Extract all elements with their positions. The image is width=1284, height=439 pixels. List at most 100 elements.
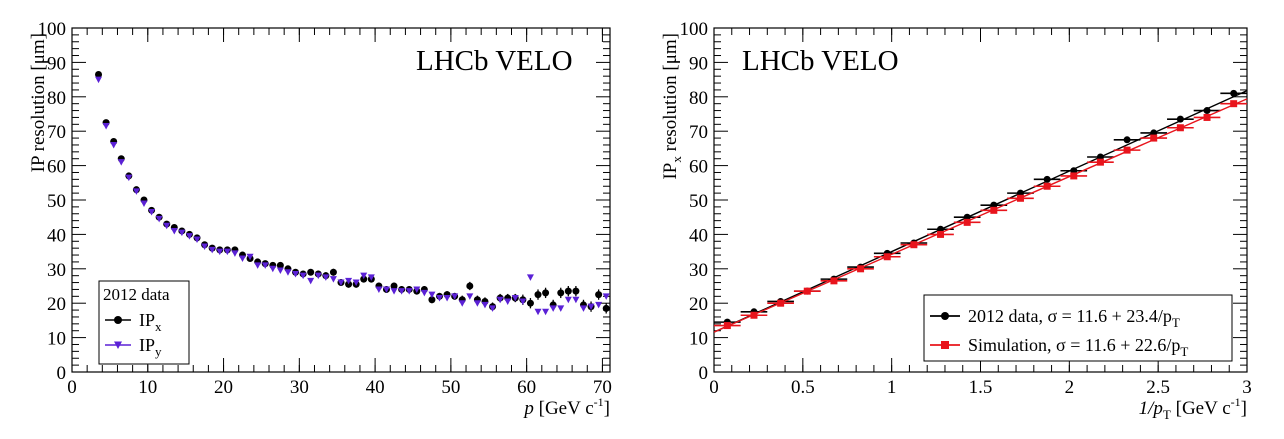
y-tick-label: 10 bbox=[47, 329, 66, 350]
data-point bbox=[284, 269, 292, 276]
data-point bbox=[132, 188, 140, 195]
legend-marker bbox=[941, 341, 949, 349]
data-point bbox=[1123, 146, 1131, 154]
legend-label-main: 2012 data, σ = 11.6 + 23.4/p bbox=[968, 306, 1172, 326]
data-point bbox=[572, 287, 580, 295]
x-tick-label: 20 bbox=[214, 377, 233, 398]
data-point bbox=[526, 299, 534, 307]
x-tick-label: 2.5 bbox=[1146, 377, 1170, 398]
data-point bbox=[238, 255, 246, 262]
data-point bbox=[201, 243, 209, 250]
data-point bbox=[95, 70, 103, 78]
y-tick-label: 10 bbox=[689, 329, 708, 350]
x-tick-label: 0.5 bbox=[791, 377, 815, 398]
data-point bbox=[830, 277, 838, 285]
data-point bbox=[223, 248, 231, 256]
data-point bbox=[299, 272, 307, 280]
data-point bbox=[458, 300, 466, 307]
data-point bbox=[292, 270, 300, 278]
data-point bbox=[428, 291, 436, 299]
y-tick-label: 90 bbox=[689, 53, 708, 74]
x-axis-label: p [GeV c-1] bbox=[522, 395, 610, 419]
lhcb-velo-label: LHCb VELO bbox=[416, 45, 573, 77]
legend-label: Simulation, σ = 11.6 + 22.6/pT bbox=[968, 335, 1188, 359]
legend-label: IPy bbox=[139, 335, 162, 359]
data-point bbox=[1176, 115, 1184, 123]
data-point bbox=[329, 268, 337, 276]
data-point bbox=[602, 304, 610, 312]
data-point bbox=[549, 305, 557, 312]
plot-frame bbox=[713, 27, 1248, 373]
data-point bbox=[117, 159, 125, 166]
legend-label-main: IP bbox=[139, 310, 155, 330]
x-tick-label: 50 bbox=[441, 377, 460, 398]
data-point bbox=[382, 286, 390, 293]
data-point bbox=[504, 298, 512, 305]
data-point bbox=[595, 301, 603, 309]
data-point bbox=[193, 236, 201, 244]
data-point bbox=[1016, 194, 1024, 202]
data-point bbox=[1070, 172, 1078, 180]
data-point bbox=[496, 296, 504, 304]
data-point bbox=[542, 289, 550, 297]
x-axis-label-var: p bbox=[522, 398, 534, 419]
series-2 bbox=[713, 98, 1248, 333]
y-tick-label: 0 bbox=[699, 363, 709, 384]
data-point bbox=[451, 293, 459, 300]
x-axis-label-var: 1/p bbox=[1139, 398, 1163, 419]
x-tick-label: 30 bbox=[290, 377, 309, 398]
data-point bbox=[246, 253, 254, 261]
y-tick-label: 100 bbox=[680, 19, 709, 40]
data-point bbox=[276, 267, 284, 275]
data-point bbox=[1096, 158, 1104, 166]
data-point bbox=[990, 206, 998, 214]
x-axis-label-unit-sup: -1 bbox=[1231, 395, 1241, 409]
legend-label-sub: T bbox=[1172, 315, 1180, 330]
data-point bbox=[208, 246, 216, 254]
y-tick-label: 60 bbox=[689, 157, 708, 178]
y-tick-label: 50 bbox=[47, 191, 66, 212]
y-axis-label-rest: resolution [μm] bbox=[660, 33, 681, 156]
data-point bbox=[95, 76, 103, 84]
data-point bbox=[307, 268, 315, 276]
y-tick-label: 80 bbox=[689, 88, 708, 109]
y-tick-label: 50 bbox=[689, 191, 708, 212]
data-point bbox=[519, 298, 527, 305]
x-tick-label: 70 bbox=[593, 377, 612, 398]
series-1 bbox=[95, 70, 610, 314]
data-point bbox=[269, 265, 277, 273]
data-point bbox=[534, 291, 542, 299]
data-point bbox=[857, 265, 865, 273]
y-tick-label: 70 bbox=[47, 122, 66, 143]
data-point bbox=[148, 209, 156, 216]
data-point bbox=[155, 215, 163, 223]
data-point bbox=[602, 293, 610, 300]
y-tick-label: 40 bbox=[47, 225, 66, 246]
data-point bbox=[564, 287, 572, 295]
x-tick-label: 2 bbox=[1065, 377, 1075, 398]
y-tick-label: 30 bbox=[689, 260, 708, 281]
legend-label: 2012 data, σ = 11.6 + 23.4/pT bbox=[968, 306, 1180, 330]
legend-marker bbox=[114, 341, 122, 349]
data-point bbox=[390, 282, 398, 290]
y-tick-label: 90 bbox=[47, 53, 66, 74]
data-point bbox=[413, 286, 421, 293]
lhcb-velo-label: LHCb VELO bbox=[742, 45, 899, 77]
x-axis-label-close: ] bbox=[604, 398, 610, 419]
data-point bbox=[511, 295, 519, 302]
data-point bbox=[572, 296, 580, 304]
legend-box bbox=[923, 294, 1233, 362]
legend-label-sub: x bbox=[155, 319, 162, 334]
data-point bbox=[1043, 182, 1051, 190]
data-point bbox=[587, 303, 595, 311]
data-point bbox=[542, 308, 550, 316]
data-point bbox=[1123, 136, 1131, 144]
data-point bbox=[750, 311, 758, 319]
y-tick-label: 80 bbox=[47, 88, 66, 109]
data-point bbox=[443, 295, 451, 302]
x-axis-label-unit-sup: -1 bbox=[594, 395, 604, 409]
data-point bbox=[178, 229, 186, 237]
data-point bbox=[473, 300, 481, 307]
y-tick-label: 40 bbox=[689, 225, 708, 246]
data-point bbox=[1150, 134, 1158, 142]
